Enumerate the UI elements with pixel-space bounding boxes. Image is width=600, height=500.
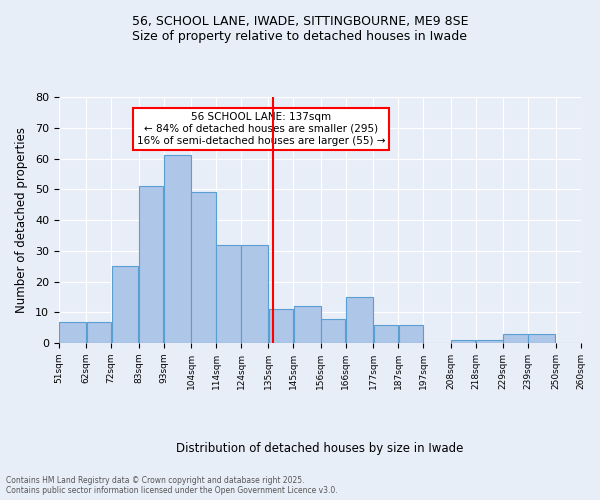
Y-axis label: Number of detached properties: Number of detached properties xyxy=(15,127,28,313)
Text: 56 SCHOOL LANE: 137sqm
← 84% of detached houses are smaller (295)
16% of semi-de: 56 SCHOOL LANE: 137sqm ← 84% of detached… xyxy=(137,112,385,146)
Text: 56, SCHOOL LANE, IWADE, SITTINGBOURNE, ME9 8SE
Size of property relative to deta: 56, SCHOOL LANE, IWADE, SITTINGBOURNE, M… xyxy=(132,15,468,43)
Bar xyxy=(139,186,163,343)
Bar xyxy=(476,340,503,343)
Bar xyxy=(241,244,268,343)
Bar xyxy=(503,334,528,343)
Bar xyxy=(294,306,320,343)
Bar xyxy=(321,318,346,343)
Text: Contains HM Land Registry data © Crown copyright and database right 2025.
Contai: Contains HM Land Registry data © Crown c… xyxy=(6,476,338,495)
Bar xyxy=(346,297,373,343)
Bar xyxy=(398,324,423,343)
Bar xyxy=(164,156,191,343)
Bar xyxy=(451,340,475,343)
Bar xyxy=(86,322,111,343)
Bar xyxy=(374,324,398,343)
Bar xyxy=(217,244,241,343)
Bar xyxy=(59,322,86,343)
Bar xyxy=(191,192,215,343)
Bar xyxy=(112,266,138,343)
Bar xyxy=(269,310,293,343)
X-axis label: Distribution of detached houses by size in Iwade: Distribution of detached houses by size … xyxy=(176,442,463,455)
Bar xyxy=(529,334,555,343)
